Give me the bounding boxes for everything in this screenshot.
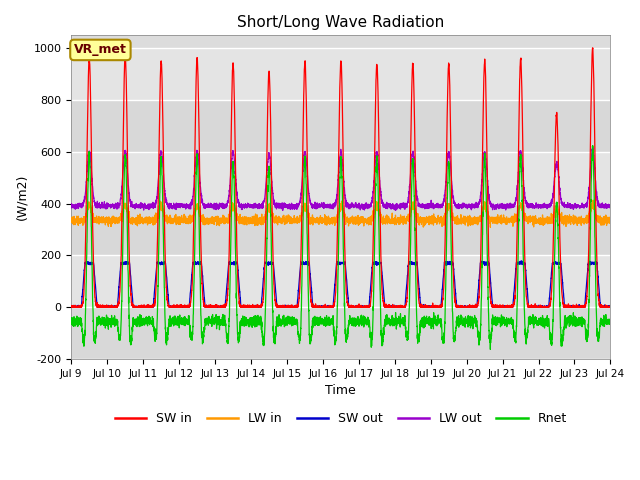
- LW in: [321, 219, 328, 225]
- Rnet: [432, 321, 440, 326]
- SW out: [462, 304, 470, 310]
- LW out: [279, 207, 287, 213]
- SW in: [492, 304, 500, 310]
- Rnet: [486, 347, 494, 352]
- SW out: [518, 258, 525, 264]
- LW out: [462, 204, 470, 210]
- LW in: [589, 197, 597, 203]
- LW in: [164, 216, 172, 221]
- SW in: [589, 45, 596, 51]
- LW in: [486, 225, 494, 230]
- Rnet: [164, 329, 172, 335]
- Rnet: [589, 143, 596, 148]
- LW out: [164, 202, 172, 208]
- SW in: [432, 304, 440, 310]
- SW in: [67, 304, 75, 310]
- LW out: [67, 202, 75, 207]
- Text: VR_met: VR_met: [74, 43, 127, 57]
- SW in: [606, 303, 614, 309]
- SW out: [164, 294, 172, 300]
- LW out: [589, 145, 597, 151]
- Bar: [71, 255, 611, 307]
- SW in: [68, 304, 76, 310]
- X-axis label: Time: Time: [326, 384, 356, 397]
- LW in: [461, 214, 469, 219]
- Line: LW out: LW out: [71, 148, 611, 210]
- LW in: [492, 214, 500, 220]
- LW in: [607, 219, 614, 225]
- Legend: SW in, LW in, SW out, LW out, Rnet: SW in, LW in, SW out, LW out, Rnet: [109, 407, 572, 430]
- Line: Rnet: Rnet: [71, 145, 611, 349]
- LW out: [606, 204, 614, 210]
- LW in: [606, 220, 614, 226]
- SW out: [432, 304, 440, 310]
- LW in: [67, 217, 75, 223]
- SW out: [492, 303, 500, 309]
- LW out: [492, 203, 500, 209]
- SW in: [321, 303, 328, 309]
- Bar: [71, 100, 611, 152]
- Y-axis label: (W/m2): (W/m2): [15, 174, 28, 220]
- Rnet: [67, 321, 75, 326]
- SW in: [164, 303, 172, 309]
- SW out: [321, 304, 328, 310]
- Rnet: [606, 319, 614, 325]
- LW out: [432, 204, 440, 210]
- Rnet: [461, 314, 469, 320]
- Title: Short/Long Wave Radiation: Short/Long Wave Radiation: [237, 15, 445, 30]
- SW out: [607, 304, 614, 310]
- LW in: [432, 219, 440, 225]
- SW in: [607, 304, 614, 310]
- Rnet: [321, 320, 328, 325]
- Line: SW in: SW in: [71, 48, 611, 307]
- SW out: [67, 303, 75, 309]
- Line: LW in: LW in: [71, 200, 611, 228]
- Rnet: [492, 316, 500, 322]
- Bar: [71, 204, 611, 255]
- SW in: [462, 304, 470, 310]
- SW out: [606, 304, 614, 310]
- Bar: [71, 152, 611, 204]
- Bar: [71, 48, 611, 100]
- Line: SW out: SW out: [71, 261, 611, 307]
- SW out: [68, 304, 76, 310]
- LW out: [321, 202, 328, 207]
- Bar: [71, 307, 611, 359]
- LW out: [607, 204, 614, 209]
- Rnet: [607, 320, 614, 325]
